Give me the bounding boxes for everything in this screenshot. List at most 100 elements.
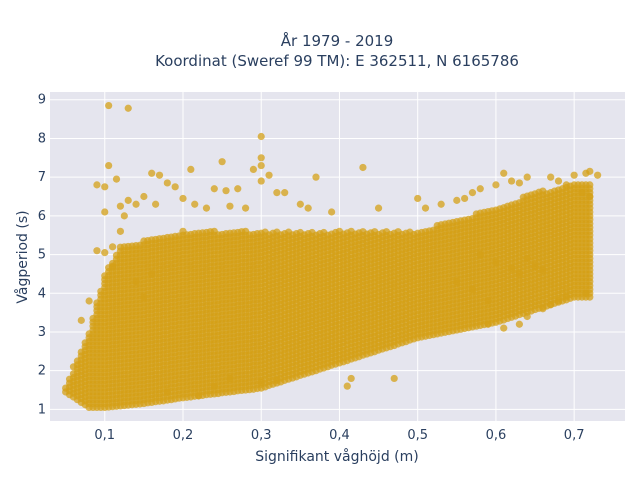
y-axis-title: Vågperiod (s)	[14, 210, 31, 303]
data-point	[116, 227, 125, 235]
data-point	[152, 200, 160, 208]
data-point	[359, 163, 367, 172]
data-point	[453, 278, 461, 286]
data-point	[461, 194, 469, 203]
data-point	[202, 204, 211, 212]
y-tick-label: 2	[38, 364, 46, 379]
data-point	[453, 196, 461, 204]
data-point	[132, 200, 140, 208]
data-point	[500, 324, 508, 332]
data-point	[421, 204, 430, 212]
y-tick-label: 1	[38, 402, 46, 417]
data-point	[116, 202, 125, 210]
y-tick-label: 8	[38, 131, 46, 146]
data-point	[171, 183, 179, 191]
data-point	[523, 173, 531, 181]
y-tick-label: 5	[38, 248, 46, 263]
data-point	[476, 185, 484, 193]
data-point	[554, 297, 563, 305]
data-point	[414, 194, 422, 203]
data-point	[554, 177, 563, 185]
data-point	[108, 262, 117, 270]
scatter-points	[62, 101, 602, 412]
x-tick-label: 0,4	[329, 428, 350, 443]
data-point	[257, 154, 265, 162]
data-point	[101, 249, 109, 257]
data-point	[312, 173, 320, 181]
data-point	[179, 194, 187, 203]
data-point	[226, 374, 234, 383]
y-tick-label: 3	[38, 325, 46, 340]
data-point	[539, 266, 547, 274]
data-point	[476, 250, 484, 259]
x-tick-label: 0,7	[564, 428, 585, 443]
data-point	[468, 189, 477, 197]
data-point	[586, 192, 594, 201]
data-point	[468, 285, 477, 293]
data-point	[273, 376, 281, 384]
data-point	[296, 200, 304, 208]
x-axis-ticks: 0,1 0,2 0,3 0,4 0,5 0,6 0,7	[94, 428, 584, 443]
data-point	[93, 247, 101, 255]
y-tick-label: 6	[38, 209, 46, 224]
data-point	[570, 171, 578, 179]
data-point	[257, 161, 265, 170]
data-point	[93, 181, 101, 189]
data-point	[191, 200, 199, 208]
data-point	[148, 169, 156, 177]
data-point	[148, 270, 156, 278]
data-point	[347, 374, 355, 383]
data-point	[562, 181, 570, 189]
data-point	[163, 179, 171, 187]
data-point	[163, 388, 171, 396]
data-point	[523, 254, 531, 263]
chart-title-line2: Koordinat (Sweref 99 TM): E 362511, N 61…	[155, 52, 519, 70]
data-point	[484, 297, 492, 305]
data-point	[210, 382, 218, 390]
data-point	[281, 189, 289, 197]
x-axis-title: Signifikant våghöjd (m)	[255, 448, 418, 465]
data-point	[140, 192, 148, 201]
data-point	[108, 243, 117, 251]
data-point	[69, 363, 78, 371]
data-point	[523, 312, 531, 321]
data-point	[374, 204, 383, 212]
data-point	[210, 185, 218, 193]
data-point	[257, 132, 265, 141]
x-tick-label: 0,3	[251, 428, 272, 443]
data-point	[101, 208, 109, 216]
data-point	[195, 392, 203, 400]
data-point	[218, 158, 226, 166]
data-point	[265, 171, 273, 179]
x-tick-label: 0,1	[94, 428, 115, 443]
data-point	[586, 181, 594, 189]
data-point	[304, 204, 312, 212]
data-point	[343, 382, 351, 390]
data-point	[187, 165, 195, 174]
data-point	[77, 316, 85, 324]
data-point	[105, 161, 113, 170]
data-point	[85, 297, 93, 305]
data-point	[586, 167, 594, 175]
data-point	[112, 175, 121, 183]
data-point	[101, 183, 109, 191]
data-point	[124, 196, 132, 204]
data-point	[390, 374, 398, 383]
data-point	[257, 378, 265, 386]
data-point	[539, 305, 547, 313]
data-point	[249, 165, 257, 174]
data-point	[273, 189, 281, 197]
data-point	[562, 293, 570, 301]
data-point	[507, 177, 516, 185]
data-point	[328, 208, 336, 216]
data-point	[594, 171, 602, 179]
data-point	[120, 212, 128, 220]
data-point	[437, 200, 445, 208]
data-point	[234, 185, 242, 193]
data-point	[155, 171, 164, 179]
y-tick-label: 7	[38, 170, 46, 185]
data-point	[105, 101, 113, 110]
data-point	[226, 202, 234, 210]
data-point	[578, 189, 586, 197]
